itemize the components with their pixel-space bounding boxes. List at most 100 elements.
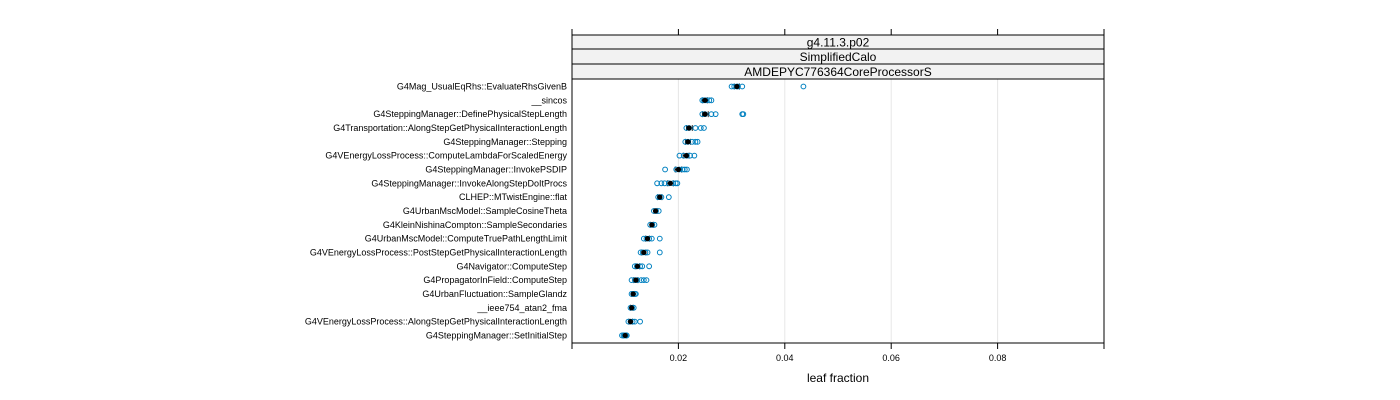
mean-point bbox=[622, 332, 628, 339]
mean-point bbox=[633, 277, 639, 283]
category-label: G4SteppingManager::DefinePhysicalStepLen… bbox=[373, 109, 567, 119]
mean-point bbox=[627, 319, 634, 325]
category-label: CLHEP::MTwistEngine::flat bbox=[459, 192, 568, 202]
x-tick-label-3: 0.06 bbox=[882, 353, 900, 363]
data-point bbox=[646, 263, 653, 270]
category-labels: G4Mag_UsualEqRhs::EvaluateRhsGivenB__sin… bbox=[305, 82, 568, 341]
category-label: G4PropagatorInField::ComputeStep bbox=[423, 275, 567, 285]
data-point bbox=[674, 180, 681, 187]
category-label: G4UrbanMscModel::SampleCosineTheta bbox=[403, 206, 567, 216]
data-row bbox=[628, 290, 639, 297]
data-row bbox=[676, 152, 698, 159]
data-point bbox=[692, 125, 699, 131]
data-point bbox=[740, 111, 747, 118]
mean-point bbox=[634, 263, 641, 269]
data-point bbox=[676, 152, 683, 159]
strip-label-2: SimplifiedCalo bbox=[800, 50, 877, 64]
mean-point bbox=[702, 111, 708, 117]
data-row bbox=[683, 124, 707, 131]
data-row bbox=[651, 207, 662, 214]
data-row bbox=[654, 180, 681, 187]
mean-point bbox=[686, 125, 692, 131]
mean-point bbox=[641, 249, 647, 256]
category-label: G4Mag_UsualEqRhs::EvaluateRhsGivenB bbox=[397, 82, 567, 92]
mean-point bbox=[675, 166, 682, 173]
category-label: __sincos bbox=[530, 95, 567, 105]
category-label: G4Transportation::AlongStepGetPhysicalIn… bbox=[333, 123, 567, 133]
mean-point bbox=[734, 83, 740, 90]
x-tick-label-1: 0.02 bbox=[670, 353, 688, 363]
category-label: G4UrbanMscModel::ComputeTruePathLengthLi… bbox=[365, 234, 568, 244]
data-row bbox=[625, 318, 643, 325]
data-point bbox=[697, 125, 704, 131]
data-row bbox=[699, 111, 747, 118]
mean-point bbox=[702, 97, 708, 103]
category-label: G4Navigator::ComputeStep bbox=[456, 261, 567, 271]
mean-point bbox=[649, 222, 655, 228]
data-row bbox=[631, 263, 653, 270]
mean-point bbox=[667, 180, 674, 186]
data-point bbox=[656, 249, 663, 256]
mean-point bbox=[630, 291, 636, 297]
category-label: G4SteppingManager::InvokeAlongStepDoItPr… bbox=[371, 178, 567, 188]
x-tick-label-4: 0.08 bbox=[989, 353, 1007, 363]
category-label: G4SteppingManager::SetInitialStep bbox=[426, 330, 567, 340]
x-axis-title: leaf fraction bbox=[807, 371, 869, 385]
data-row bbox=[699, 97, 715, 104]
data-point bbox=[800, 83, 807, 90]
category-label: G4VEnergyLossProcess::ComputeLambdaForSc… bbox=[325, 151, 567, 161]
mean-point bbox=[652, 208, 659, 214]
data-row bbox=[627, 304, 637, 311]
x-tick-label-2: 0.04 bbox=[776, 353, 794, 363]
strip-label-1: g4.11.3.p02 bbox=[807, 36, 870, 50]
category-label: G4SteppingManager::InvokePSDIP bbox=[425, 164, 567, 174]
data-point bbox=[691, 152, 698, 159]
data-row bbox=[728, 83, 807, 90]
category-label: __ieee754_atan2_fma bbox=[476, 303, 567, 313]
data-point bbox=[658, 180, 665, 187]
top-axis-ticks bbox=[571, 29, 1105, 35]
data-point bbox=[708, 97, 715, 104]
category-label: G4SteppingManager::Stepping bbox=[443, 137, 567, 147]
data-point bbox=[638, 277, 645, 284]
mean-point bbox=[683, 153, 689, 159]
data-rows bbox=[619, 83, 807, 339]
category-label: G4KleinNishinaCompton::SampleSecondaries bbox=[383, 220, 568, 230]
data-point bbox=[694, 138, 701, 145]
panel-strips: g4.11.3.p02 SimplifiedCalo AMDEPYC776364… bbox=[571, 34, 1105, 80]
plot-panel bbox=[571, 78, 1105, 344]
data-point bbox=[739, 83, 746, 90]
data-row bbox=[637, 249, 663, 256]
data-row bbox=[619, 332, 630, 339]
data-point bbox=[656, 235, 663, 242]
mean-point bbox=[685, 139, 691, 145]
data-point bbox=[728, 83, 735, 90]
data-row bbox=[628, 277, 650, 284]
data-point bbox=[637, 318, 643, 325]
data-row bbox=[640, 235, 663, 242]
data-point bbox=[643, 277, 650, 284]
data-row bbox=[647, 221, 658, 228]
data-point bbox=[640, 277, 647, 284]
mean-point bbox=[644, 236, 651, 242]
category-label: G4VEnergyLossProcess::AlongStepGetPhysic… bbox=[305, 317, 567, 327]
mean-point bbox=[628, 305, 635, 311]
data-point bbox=[692, 138, 699, 145]
data-point bbox=[712, 111, 719, 118]
x-axis: 0.02 0.04 0.06 0.08 bbox=[571, 343, 1105, 363]
data-point bbox=[654, 180, 661, 187]
data-point bbox=[681, 166, 688, 173]
data-row bbox=[682, 138, 701, 145]
data-point bbox=[701, 125, 707, 131]
data-point bbox=[665, 194, 672, 201]
data-row bbox=[655, 194, 672, 201]
data-point bbox=[684, 166, 690, 173]
category-label: G4VEnergyLossProcess::PostStepGetPhysica… bbox=[310, 247, 567, 257]
data-point bbox=[662, 166, 668, 173]
strip-label-3: AMDEPYC776364CoreProcessorS bbox=[744, 65, 931, 79]
category-label: G4UrbanFluctuation::SampleGlandz bbox=[422, 289, 567, 299]
grid-lines bbox=[677, 79, 999, 343]
mean-point bbox=[657, 194, 663, 200]
data-point bbox=[708, 111, 715, 118]
